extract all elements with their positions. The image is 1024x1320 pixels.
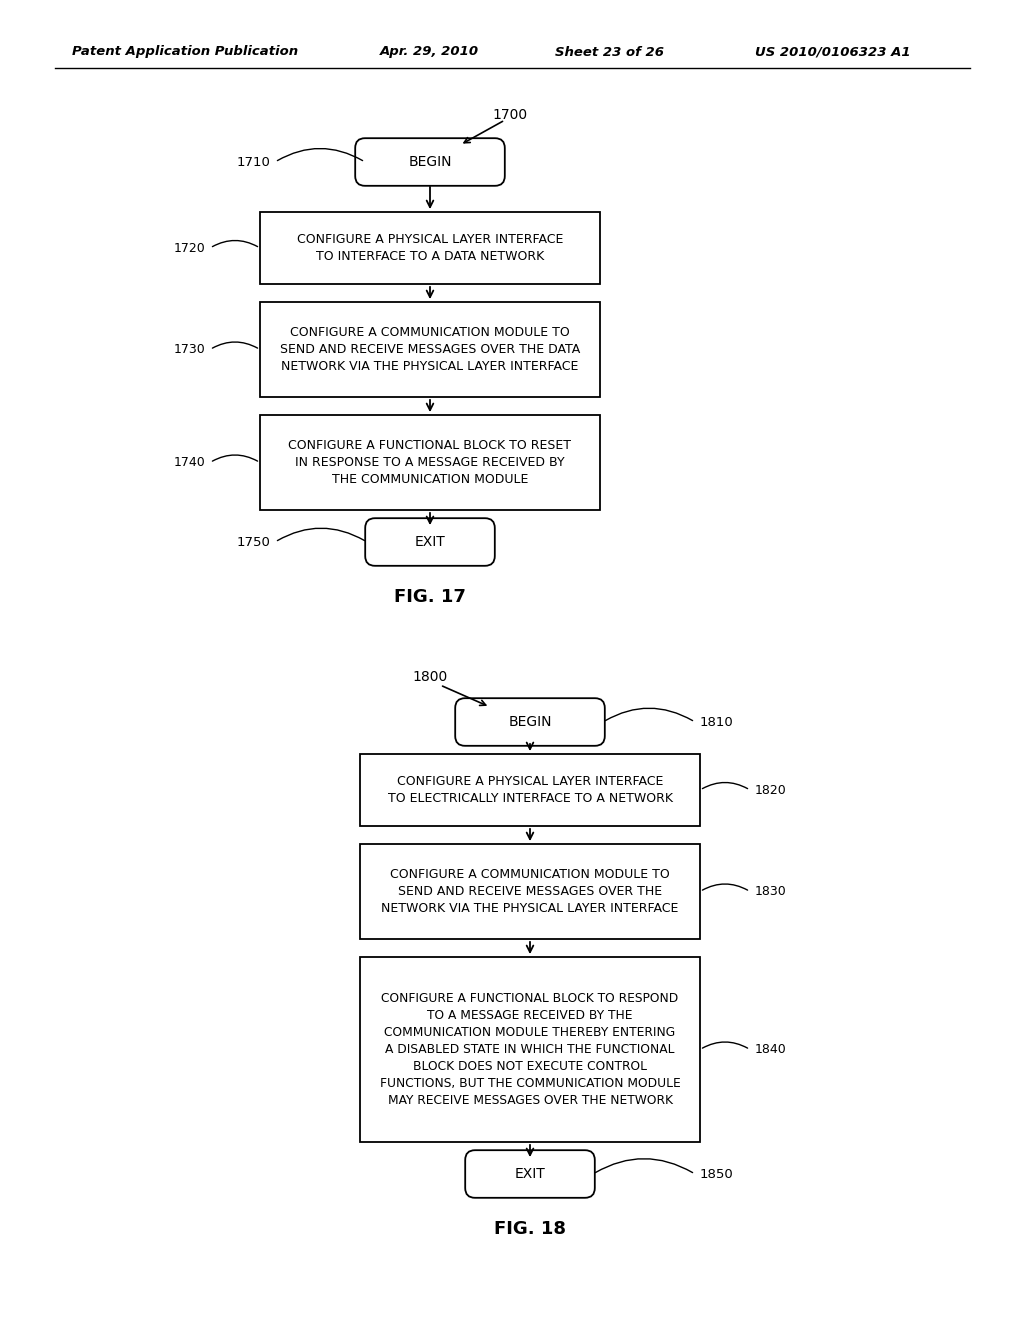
Text: 1700: 1700	[493, 108, 527, 121]
FancyBboxPatch shape	[456, 698, 605, 746]
Text: EXIT: EXIT	[415, 535, 445, 549]
Bar	[260, 414, 600, 510]
Text: 1750: 1750	[237, 536, 270, 549]
Text: 1710: 1710	[237, 156, 270, 169]
FancyBboxPatch shape	[366, 519, 495, 566]
Text: BEGIN: BEGIN	[508, 715, 552, 729]
Text: Apr. 29, 2010: Apr. 29, 2010	[380, 45, 479, 58]
Text: CONFIGURE A COMMUNICATION MODULE TO
SEND AND RECEIVE MESSAGES OVER THE
NETWORK V: CONFIGURE A COMMUNICATION MODULE TO SEND…	[381, 869, 679, 915]
Text: FIG. 17: FIG. 17	[394, 587, 466, 606]
Bar	[260, 213, 600, 284]
Text: BEGIN: BEGIN	[409, 154, 452, 169]
Text: 1840: 1840	[755, 1043, 786, 1056]
FancyBboxPatch shape	[355, 139, 505, 186]
Text: 1830: 1830	[755, 884, 786, 898]
Text: EXIT: EXIT	[515, 1167, 546, 1181]
Text: 1730: 1730	[173, 343, 205, 356]
Text: CONFIGURE A FUNCTIONAL BLOCK TO RESET
IN RESPONSE TO A MESSAGE RECEIVED BY
THE C: CONFIGURE A FUNCTIONAL BLOCK TO RESET IN…	[289, 440, 571, 486]
FancyBboxPatch shape	[465, 1150, 595, 1197]
Text: 1740: 1740	[173, 455, 205, 469]
Text: 1820: 1820	[755, 784, 786, 796]
Text: 1720: 1720	[173, 242, 205, 255]
Text: CONFIGURE A PHYSICAL LAYER INTERFACE
TO ELECTRICALLY INTERFACE TO A NETWORK: CONFIGURE A PHYSICAL LAYER INTERFACE TO …	[387, 775, 673, 805]
Text: 1800: 1800	[413, 671, 447, 684]
Text: Sheet 23 of 26: Sheet 23 of 26	[555, 45, 664, 58]
Text: US 2010/0106323 A1: US 2010/0106323 A1	[755, 45, 910, 58]
Text: CONFIGURE A COMMUNICATION MODULE TO
SEND AND RECEIVE MESSAGES OVER THE DATA
NETW: CONFIGURE A COMMUNICATION MODULE TO SEND…	[280, 326, 581, 374]
Text: CONFIGURE A FUNCTIONAL BLOCK TO RESPOND
TO A MESSAGE RECEIVED BY THE
COMMUNICATI: CONFIGURE A FUNCTIONAL BLOCK TO RESPOND …	[380, 993, 680, 1107]
Bar	[360, 957, 700, 1142]
Text: 1850: 1850	[700, 1167, 734, 1180]
Text: CONFIGURE A PHYSICAL LAYER INTERFACE
TO INTERFACE TO A DATA NETWORK: CONFIGURE A PHYSICAL LAYER INTERFACE TO …	[297, 234, 563, 263]
Text: 1810: 1810	[700, 715, 734, 729]
Text: Patent Application Publication: Patent Application Publication	[72, 45, 298, 58]
Bar	[360, 754, 700, 826]
Text: FIG. 18: FIG. 18	[494, 1220, 566, 1238]
Bar	[360, 843, 700, 939]
Bar	[260, 302, 600, 397]
